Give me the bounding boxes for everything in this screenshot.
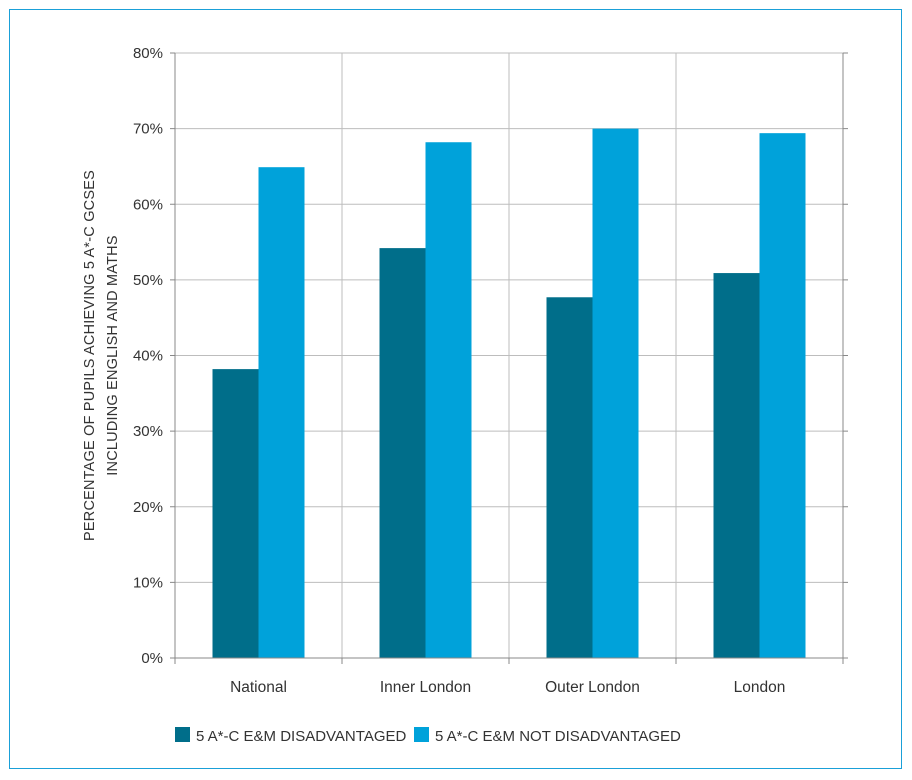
bar-disadvantaged	[379, 248, 426, 659]
legend-swatch	[175, 727, 190, 742]
x-category-label: London	[734, 679, 786, 696]
bars	[212, 128, 806, 659]
y-axis-title-line: PERCENTAGE OF PUPILS ACHIEVING 5 A*-C GC…	[82, 170, 98, 541]
bar-disadvantaged	[713, 273, 760, 658]
y-tick-label: 10%	[133, 574, 163, 591]
legend-swatch	[414, 727, 429, 742]
x-category-label: National	[230, 679, 287, 696]
x-category-label: Outer London	[545, 679, 640, 696]
axes	[170, 52, 848, 664]
y-tick-label: 80%	[133, 45, 163, 62]
chart-frame	[9, 9, 902, 769]
bar-not-disadvantaged	[592, 128, 639, 658]
y-tick-label: 30%	[133, 423, 163, 440]
y-axis-title-line: INCLUDING ENGLISH AND MATHS	[105, 235, 121, 475]
legend-label: 5 A*-C E&M NOT DISADVANTAGED	[435, 728, 681, 745]
bar-not-disadvantaged	[258, 167, 305, 658]
y-tick-label: 70%	[133, 121, 163, 138]
legend-label: 5 A*-C E&M DISADVANTAGED	[196, 728, 406, 745]
y-tick-label: 40%	[133, 348, 163, 365]
y-tick-label: 20%	[133, 499, 163, 516]
y-axis-title: PERCENTAGE OF PUPILS ACHIEVING 5 A*-C GC…	[82, 170, 121, 541]
bar-not-disadvantaged	[759, 133, 806, 659]
y-tick-label: 0%	[141, 650, 163, 667]
x-category-labels: National Inner London Outer London London	[230, 679, 785, 696]
y-tick-label: 60%	[133, 196, 163, 213]
x-category-label: Inner London	[380, 679, 471, 696]
legend: 5 A*-C E&M DISADVANTAGED 5 A*-C E&M NOT D…	[175, 727, 681, 745]
y-tick-label: 50%	[133, 272, 163, 289]
y-tick-labels: 0% 10% 20% 30% 40% 50% 60% 70% 80%	[133, 45, 163, 667]
bar-disadvantaged	[212, 369, 259, 658]
bar-not-disadvantaged	[425, 142, 472, 659]
bar-disadvantaged	[546, 297, 593, 658]
